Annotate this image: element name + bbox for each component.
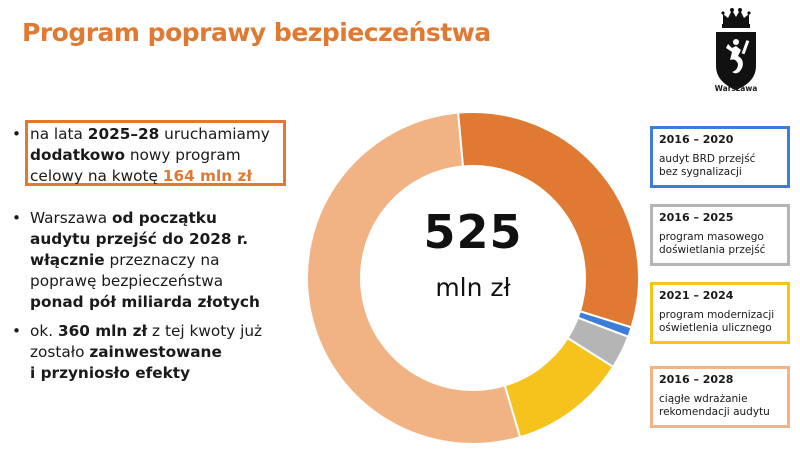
- legend-description: audyt BRD przejść bez sygnalizacji: [659, 153, 781, 179]
- legend-item-2016-2020: 2016 – 2020 audyt BRD przejść bez sygnal…: [650, 126, 790, 188]
- bullet-line: poprawę bezpieczeństwa: [30, 271, 260, 292]
- bullet-text-segment: od początku: [111, 209, 217, 227]
- bullet-text-segment: przeznaczy na: [104, 251, 220, 269]
- bullet-text-segment: włącznie: [30, 251, 105, 269]
- bullet-text: ok. 360 mln zł z tej kwoty już zostało za…: [30, 321, 262, 384]
- page-title: Program poprawy bezpieczeństwa: [22, 18, 491, 47]
- legend-description: program masowego doświetlania przejść: [659, 231, 781, 257]
- bullet-text-segment: uruchamiamy: [159, 125, 270, 143]
- bullet-text-segment: 164 mln zł: [162, 167, 253, 185]
- bullet-line: Warszawa od początku: [30, 208, 260, 229]
- legend-years: 2021 – 2024: [659, 289, 734, 302]
- legend-description-line: oświetlenia ulicznego: [659, 322, 772, 334]
- legend-description-line: audyt BRD przejść: [659, 153, 756, 165]
- legend-description-line: ciągłe wdrażanie: [659, 393, 748, 405]
- bullet-text: na lata 2025–28 uruchamiamy dodatkowo now…: [30, 124, 270, 187]
- donut-center-value: 525: [423, 205, 523, 259]
- bullet-text-segment: zostało: [30, 343, 90, 361]
- bullet-text-segment: dodatkowo: [30, 146, 125, 164]
- bullet-line: włącznie przeznaczy na: [30, 250, 260, 271]
- bullet-marker: •: [12, 209, 22, 227]
- bullet-text-segment: ponad pół miliarda złotych: [30, 293, 260, 311]
- legend-description-line: program masowego: [659, 231, 764, 243]
- warsaw-coat-of-arms-logo: [716, 8, 756, 90]
- legend-item-2021-2024: 2021 – 2024 program modernizacji oświetl…: [650, 282, 790, 344]
- bullet-text-segment: nowy program: [124, 146, 241, 164]
- legend-years: 2016 – 2020: [659, 133, 734, 146]
- legend-description-line: program modernizacji: [659, 309, 775, 321]
- bullet-text-segment: z tej kwoty już: [147, 322, 263, 340]
- legend-description: program modernizacji oświetlenia uliczne…: [659, 309, 781, 335]
- bullet-marker: •: [12, 125, 22, 143]
- legend-years: 2016 – 2025: [659, 211, 734, 224]
- bullet-line: na lata 2025–28 uruchamiamy: [30, 124, 270, 145]
- donut-slice-4: [306, 111, 522, 445]
- bullet-text-segment: 2025–28: [87, 125, 160, 143]
- bullet-marker: •: [12, 322, 22, 340]
- legend-years: 2016 – 2028: [659, 373, 734, 386]
- bullet-text-segment: i przyniosło efekty: [30, 364, 191, 382]
- bullet-text-segment: celowy na kwotę: [30, 167, 163, 185]
- bullet-text-segment: zainwestowane: [89, 343, 222, 361]
- bullet-line: audytu przejść do 2028 r.: [30, 229, 260, 250]
- bullet-text-segment: poprawę bezpieczeństwa: [30, 272, 224, 290]
- budget-donut-chart: [306, 111, 640, 445]
- highlight-frame: [25, 120, 286, 186]
- legend-description-line: doświetlania przejść: [659, 244, 766, 256]
- bullet-text: Warszawa od początku audytu przejść do 20…: [30, 208, 260, 313]
- legend-item-2016-2025: 2016 – 2025 program masowego doświetlani…: [650, 204, 790, 266]
- legend-description: ciągłe wdrażanie rekomendacji audytu: [659, 393, 781, 419]
- legend-description-line: bez sygnalizacji: [659, 166, 742, 178]
- bullet-text-segment: Warszawa: [30, 209, 112, 227]
- bullet-line: celowy na kwotę 164 mln zł: [30, 166, 270, 187]
- bullet-line: dodatkowo nowy program: [30, 145, 270, 166]
- donut-center-unit: mln zł: [435, 273, 511, 302]
- logo-caption: Warszawa: [714, 84, 758, 93]
- legend-description-line: rekomendacji audytu: [659, 406, 770, 418]
- bullet-text-segment: audytu przejść do 2028 r.: [30, 230, 249, 248]
- donut-slice-0: [456, 111, 640, 329]
- legend-item-2016-2028: 2016 – 2028 ciągłe wdrażanie rekomendacj…: [650, 366, 790, 428]
- bullet-line: i przyniosło efekty: [30, 363, 262, 384]
- bullet-text-segment: na lata: [30, 125, 88, 143]
- bullet-line: ok. 360 mln zł z tej kwoty już: [30, 321, 262, 342]
- bullet-text-segment: ok.: [30, 322, 58, 340]
- bullet-line: zostało zainwestowane: [30, 342, 262, 363]
- bullet-line: ponad pół miliarda złotych: [30, 292, 260, 313]
- bullet-text-segment: 360 mln zł: [57, 322, 148, 340]
